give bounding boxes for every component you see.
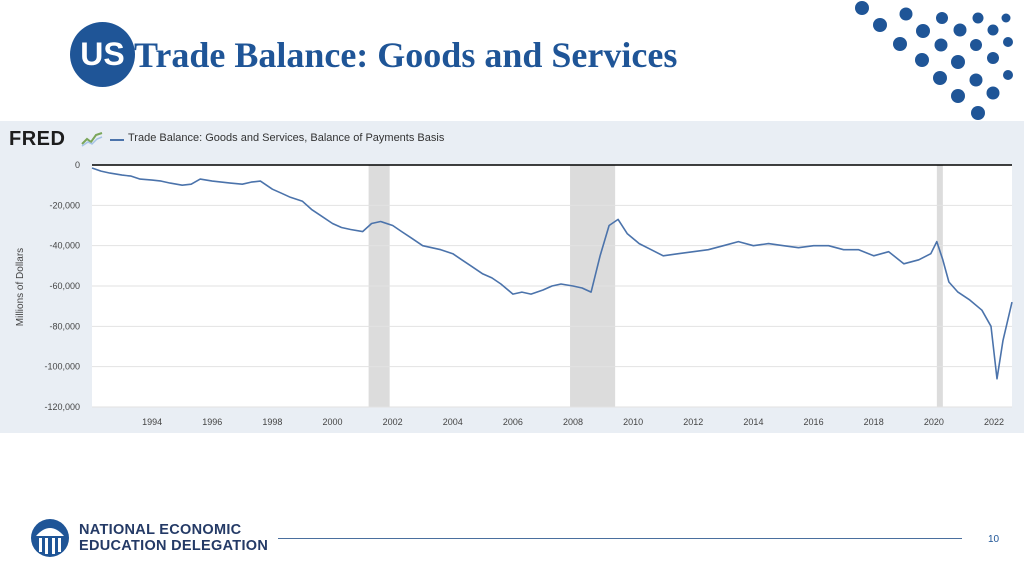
org-name-line2: EDUCATION DELEGATION [79, 538, 269, 554]
footer-divider [278, 538, 962, 539]
us-badge-text: US [80, 36, 125, 72]
us-badge [70, 22, 135, 87]
fred-spark-icon [80, 130, 104, 148]
page-title: Trade Balance: Goods and Services [134, 35, 678, 75]
decorative-dots [855, 1, 1013, 120]
fred-logo: FRED [9, 128, 66, 150]
page-number: 10 [988, 534, 1000, 545]
legend-label: Trade Balance: Goods and Services, Balan… [128, 132, 445, 144]
org-name-line1: NATIONAL ECONOMIC [79, 522, 242, 538]
y-axis-label: Millions of Dollars [15, 247, 26, 327]
ned-logo-icon [31, 519, 69, 557]
legend-swatch [110, 139, 124, 141]
chart-panel [0, 121, 1024, 433]
